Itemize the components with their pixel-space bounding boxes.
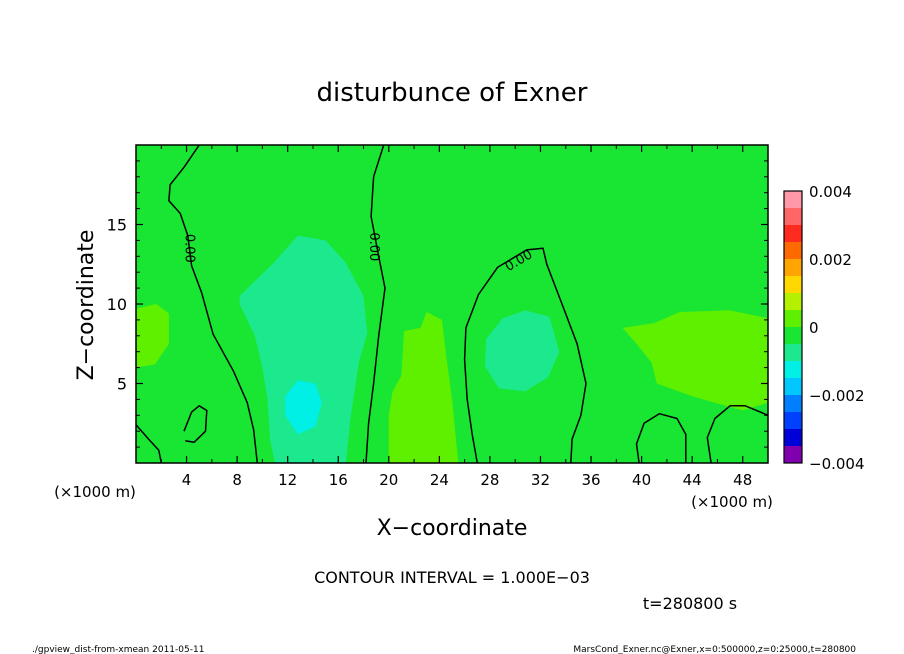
colorbar-swatch: [784, 242, 802, 259]
chart-title: disturbunce of Exner: [317, 78, 588, 108]
colorbar: [783, 190, 803, 464]
time-stamp: t=280800 s: [643, 594, 737, 613]
colorbar-tick-label: 0.002: [809, 251, 852, 269]
y-tick-label: 5: [117, 375, 127, 394]
colorbar-tick-label: −0.004: [809, 455, 865, 473]
contour-left-bottom: [135, 424, 163, 464]
colorbar-swatch: [784, 361, 802, 378]
colorbar-swatch: [784, 344, 802, 361]
x-tick-label: 40: [632, 471, 651, 489]
contour-left-loop: [183, 405, 208, 444]
fill-center-yellow-patch: [388, 312, 459, 463]
colorbar-swatch: [784, 208, 802, 225]
x-tick-label: 8: [232, 471, 242, 489]
contour-lines: [135, 144, 769, 464]
x-tick-label: 36: [581, 471, 600, 489]
x-axis-ticks: 4 8 12 16 20 24 28 32 36 40 44 48: [160, 145, 752, 489]
contour-right-arch: [463, 247, 587, 464]
x-tick-label: 12: [278, 471, 297, 489]
colorbar-frame: [783, 190, 803, 464]
contour-right-loop-1: [635, 412, 687, 464]
x-tick-label: 20: [379, 471, 398, 489]
footer-script-name: ./gpview_dist-from-xmean 2011-05-11: [32, 645, 204, 654]
colorbar-swatch: [784, 446, 802, 463]
colorbar-swatch: [784, 429, 802, 446]
colorbar-swatch: [784, 378, 802, 395]
x-tick-label: 44: [683, 471, 702, 489]
contour-interval-note: CONTOUR INTERVAL = 1.000E−03: [314, 568, 590, 587]
plot-fill-regions: [136, 145, 768, 463]
x-tick-label: 4: [182, 471, 192, 489]
x-tick-label: 28: [480, 471, 499, 489]
y-tick-label: 10: [107, 295, 127, 314]
contour-left-main: [168, 144, 259, 464]
fill-left-edge-patch: [136, 304, 169, 368]
colorbar-swatch: [784, 293, 802, 310]
x-tick-label: 48: [733, 471, 752, 489]
colorbar-swatch: [784, 276, 802, 293]
colorbar-swatch: [784, 310, 802, 327]
colorbar-tick-label: −0.002: [809, 387, 865, 405]
footer-source-info: MarsCond_Exner.nc@Exner,x=0:500000,z=0:2…: [573, 645, 856, 654]
x-unit-left: (×1000 m): [54, 483, 136, 501]
x-tick-label: 32: [531, 471, 550, 489]
colorbar-swatch: [784, 191, 802, 208]
colorbar-swatch: [784, 327, 802, 344]
y-axis-label: Z−coordinate: [74, 230, 99, 381]
contour-left-main-label: 0.00: [182, 234, 197, 263]
contour-right-loop-2: [706, 405, 769, 464]
x-unit-right: (×1000 m): [691, 493, 773, 511]
x-tick-label: 16: [329, 471, 348, 489]
contour-mid-label: 0.00: [366, 232, 381, 261]
x-tick-label: 24: [430, 471, 449, 489]
colorbar-swatch: [784, 412, 802, 429]
x-axis-label: X−coordinate: [377, 516, 528, 541]
fill-right-green-patch: [484, 310, 560, 392]
colorbar-tick-labels: 0.004 0.002 0 −0.002 −0.004: [809, 183, 865, 473]
colorbar-swatch: [784, 225, 802, 242]
colorbar-swatch: [784, 395, 802, 412]
colorbar-tick-label: 0: [809, 319, 819, 337]
contour-mid: [365, 144, 386, 464]
fill-right-yellow-patch: [622, 310, 768, 411]
y-tick-label: 15: [107, 216, 127, 235]
colorbar-tick-label: 0.004: [809, 183, 852, 201]
fill-center-blue-patch: [285, 380, 322, 435]
colorbar-swatch: [784, 259, 802, 276]
fill-center-cyan-region: [239, 235, 368, 463]
y-axis-ticks: 5 10 15: [107, 160, 768, 448]
